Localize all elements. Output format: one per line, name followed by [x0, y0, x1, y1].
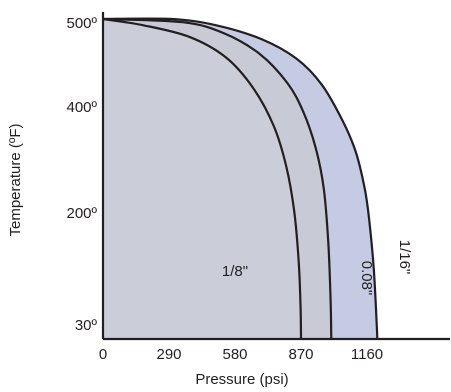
x-tick-label: 870 — [288, 346, 313, 363]
y-tick-label: 500º — [66, 15, 97, 32]
y-axis-label: Temperature (ºF) — [7, 123, 24, 236]
x-tick-label: 580 — [222, 346, 247, 363]
pressure-regions — [103, 18, 378, 339]
x-axis-label: Pressure (psi) — [195, 371, 288, 388]
series-label-eighth-inch: 1/8" — [222, 263, 248, 280]
y-tick-label: 200º — [66, 205, 97, 222]
curve-0-08-inch — [102, 17, 333, 340]
series-label-0-08-inch: 0.08" — [358, 261, 375, 296]
x-tick-label: 1160 — [351, 346, 383, 363]
x-tick-label: 290 — [156, 346, 181, 363]
x-tick-labels: 0 290 580 870 1160 — [99, 346, 383, 363]
series-label-sixteenth-inch: 1/16" — [396, 240, 413, 275]
region-eighth-inch — [103, 19, 302, 339]
pressure-curves — [102, 17, 379, 340]
x-tick-label: 0 — [99, 346, 107, 363]
y-tick-label: 400º — [66, 99, 97, 116]
y-tick-labels: 30º 200º 400º 500º — [66, 15, 97, 334]
curve-sixteenth-inch — [102, 17, 379, 340]
y-tick-label: 30º — [75, 317, 98, 334]
curve-eighth-inch — [102, 17, 303, 340]
